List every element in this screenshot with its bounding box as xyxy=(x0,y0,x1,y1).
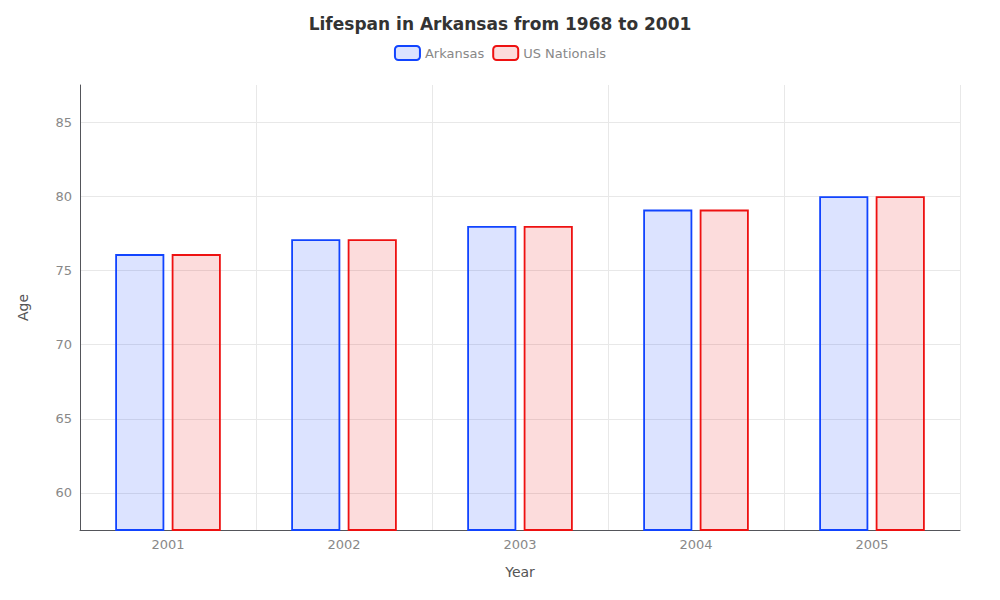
svg-text:Year: Year xyxy=(504,564,535,580)
svg-text:75: 75 xyxy=(55,263,72,278)
svg-text:2003: 2003 xyxy=(503,537,536,552)
svg-text:80: 80 xyxy=(55,189,72,204)
svg-text:2001: 2001 xyxy=(151,537,184,552)
svg-text:60: 60 xyxy=(55,485,72,500)
svg-text:Arkansas: Arkansas xyxy=(425,46,484,61)
svg-text:2002: 2002 xyxy=(327,537,360,552)
svg-text:2004: 2004 xyxy=(679,537,712,552)
svg-text:2005: 2005 xyxy=(855,537,888,552)
svg-text:70: 70 xyxy=(55,337,72,352)
svg-text:Lifespan in Arkansas from 1968: Lifespan in Arkansas from 1968 to 2001 xyxy=(309,14,692,34)
svg-text:Age: Age xyxy=(15,294,31,321)
svg-text:US Nationals: US Nationals xyxy=(523,46,606,61)
svg-text:85: 85 xyxy=(55,115,72,130)
svg-text:65: 65 xyxy=(55,411,72,426)
